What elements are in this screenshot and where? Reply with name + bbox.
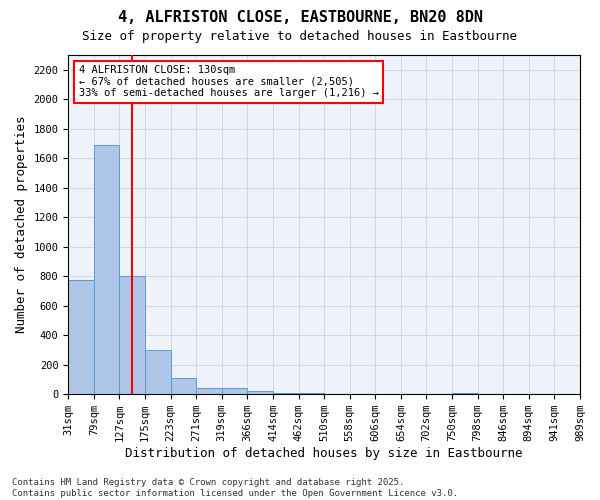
Bar — [145, 350, 170, 394]
Text: 4 ALFRISTON CLOSE: 130sqm
← 67% of detached houses are smaller (2,505)
33% of se: 4 ALFRISTON CLOSE: 130sqm ← 67% of detac… — [79, 65, 379, 98]
Bar — [170, 378, 196, 394]
Bar — [68, 280, 94, 394]
Bar — [222, 388, 247, 394]
Text: Size of property relative to detached houses in Eastbourne: Size of property relative to detached ho… — [83, 30, 517, 43]
Bar — [119, 276, 145, 394]
X-axis label: Distribution of detached houses by size in Eastbourne: Distribution of detached houses by size … — [125, 447, 523, 460]
Bar — [247, 392, 273, 394]
Text: 4, ALFRISTON CLOSE, EASTBOURNE, BN20 8DN: 4, ALFRISTON CLOSE, EASTBOURNE, BN20 8DN — [118, 10, 482, 25]
Text: Contains HM Land Registry data © Crown copyright and database right 2025.
Contai: Contains HM Land Registry data © Crown c… — [12, 478, 458, 498]
Bar — [196, 388, 222, 394]
Y-axis label: Number of detached properties: Number of detached properties — [15, 116, 28, 334]
Bar — [94, 145, 119, 394]
